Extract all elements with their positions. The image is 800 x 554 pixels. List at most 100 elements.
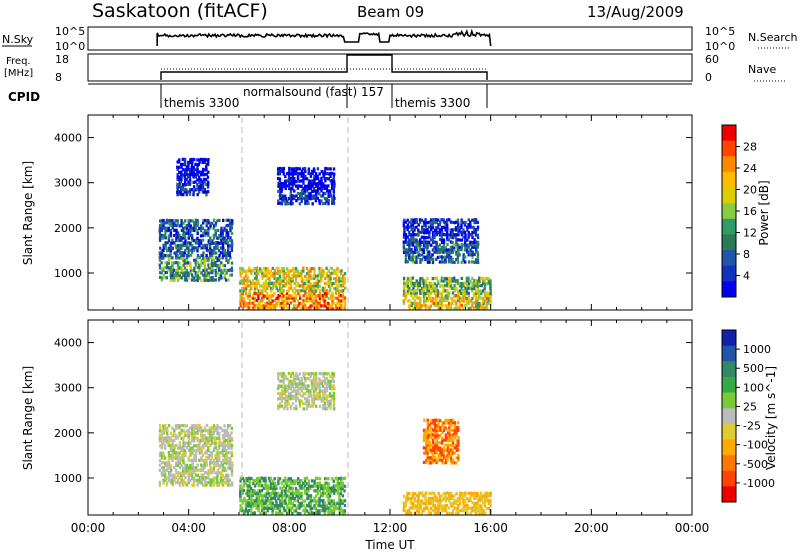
- velocity-cell: [239, 496, 242, 500]
- velocity-cell: [209, 451, 212, 455]
- velocity-cell: [305, 386, 309, 391]
- power-cell: [426, 289, 429, 293]
- power-cell: [304, 174, 307, 178]
- power-cell: [268, 271, 271, 275]
- velocity-cell: [443, 448, 446, 452]
- velocity-cell: [325, 504, 328, 508]
- power-cell: [448, 258, 451, 262]
- power-cell: [465, 279, 469, 283]
- velocity-cell: [158, 444, 162, 448]
- velocity-cell: [410, 501, 413, 505]
- velocity-cell: [221, 454, 225, 458]
- nsky-tick-bottom-right: 10^0: [705, 40, 735, 53]
- velocity-cell: [228, 478, 232, 482]
- power-cell: [426, 286, 429, 290]
- velocity-cell: [266, 506, 269, 510]
- power-cell: [199, 234, 203, 238]
- velocity-cell: [171, 476, 174, 480]
- power-cell: [253, 304, 256, 308]
- velocity-cell: [291, 486, 295, 490]
- velocity-cell: [228, 463, 232, 467]
- velocity-cell: [223, 476, 226, 480]
- power-cell: [438, 233, 442, 237]
- power-cell: [227, 251, 230, 255]
- power-cell: [255, 292, 259, 296]
- power-cell: [404, 291, 407, 295]
- power-cell: [293, 194, 296, 198]
- velocity-cell: [171, 434, 174, 438]
- velocity-cell: [231, 463, 234, 467]
- power-cell: [275, 304, 278, 308]
- velocity-cell: [205, 423, 209, 427]
- power-cell: [465, 243, 468, 247]
- power-cell: [207, 271, 210, 275]
- velocity-cell: [288, 484, 291, 488]
- velocity-cell: [316, 499, 319, 503]
- velocity-cell: [201, 439, 204, 443]
- power-cell: [198, 265, 201, 270]
- power-cell: [426, 299, 430, 303]
- power-cell: [264, 304, 267, 308]
- power-cell: [178, 183, 181, 187]
- velocity-cell: [298, 392, 301, 396]
- power-cell: [302, 304, 305, 308]
- power-cell: [173, 251, 176, 255]
- power-cell: [332, 179, 336, 183]
- power-cell: [293, 291, 296, 295]
- velocity-cell: [221, 446, 225, 450]
- power-cell: [173, 228, 176, 232]
- velocity-cell: [181, 466, 185, 470]
- power-cell: [476, 228, 479, 232]
- power-cell: [178, 158, 181, 162]
- velocity-cell: [322, 391, 325, 395]
- velocity-cell: [442, 428, 446, 433]
- power-cell: [275, 286, 278, 290]
- power-cell: [188, 190, 192, 194]
- velocity-cell: [176, 471, 180, 475]
- velocity-cell: [303, 484, 307, 488]
- velocity-cell: [250, 476, 253, 481]
- power-cell: [457, 233, 460, 237]
- power-cell: [444, 246, 447, 250]
- power-cell: [261, 299, 264, 303]
- velocity-cell: [336, 479, 339, 483]
- power-cell: [313, 269, 316, 273]
- power-cell: [180, 251, 183, 255]
- power-cell: [289, 172, 292, 176]
- velocity-cell: [171, 444, 174, 448]
- velocity-cell: [300, 479, 303, 483]
- power-cell: [458, 253, 461, 257]
- power-cell: [431, 289, 434, 293]
- freq-panel: Freq. [MHz] 18 8 60 0 Nave: [4, 53, 785, 84]
- power-cell: [196, 241, 200, 245]
- velocity-cell: [444, 433, 448, 437]
- power-cell: [433, 228, 437, 232]
- power-cell: [203, 263, 206, 267]
- power-cell: [456, 245, 459, 249]
- power-cell: [239, 289, 242, 293]
- power-cell: [183, 157, 187, 161]
- power-cell: [309, 269, 312, 273]
- velocity-cell: [309, 394, 313, 398]
- power-cell: [440, 238, 444, 242]
- power-cell: [413, 284, 416, 288]
- velocity-cell: [246, 479, 249, 483]
- power-cell: [253, 267, 256, 271]
- velocity-cell: [467, 491, 470, 495]
- velocity-cell: [485, 491, 489, 495]
- power-cell: [336, 297, 339, 301]
- power-cell: [289, 296, 293, 300]
- power-cell: [291, 174, 294, 179]
- power-cell: [325, 167, 328, 171]
- power-cell: [406, 277, 410, 281]
- power-cell: [453, 221, 456, 225]
- velocity-cell: [280, 501, 283, 505]
- power-cell: [444, 276, 447, 281]
- velocity-cell: [269, 494, 272, 498]
- velocity-cell: [321, 406, 325, 410]
- velocity-cell: [325, 372, 329, 376]
- velocity-cell: [300, 496, 303, 501]
- power-cell: [198, 241, 201, 245]
- power-cell: [476, 284, 479, 288]
- power-cell: [460, 243, 463, 247]
